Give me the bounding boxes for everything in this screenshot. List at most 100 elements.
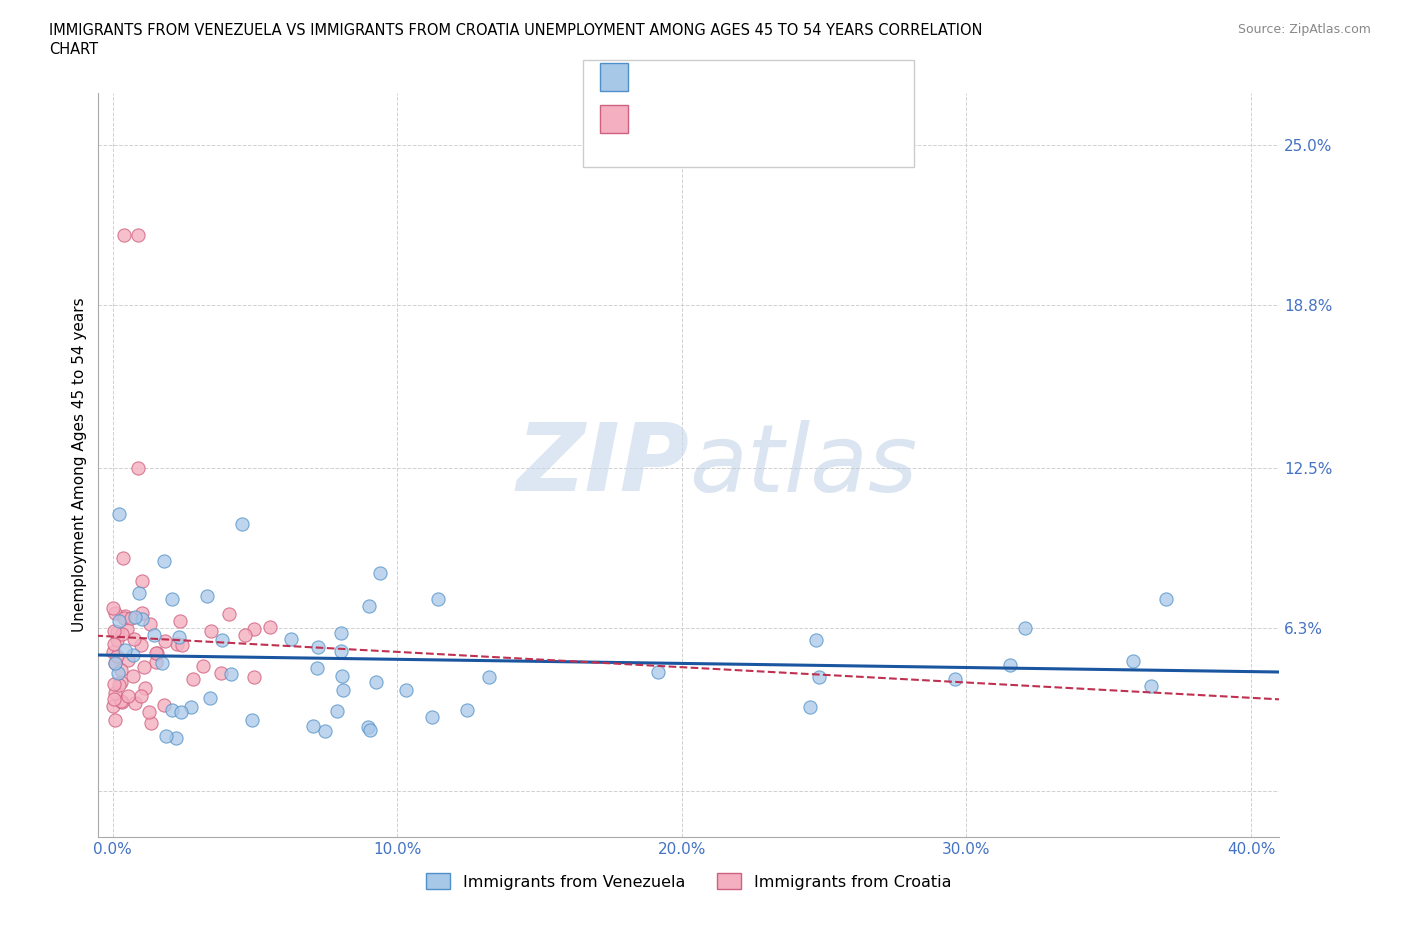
Point xyxy=(142,628,165,643)
Point xyxy=(101,600,124,615)
Point xyxy=(108,614,131,629)
Text: CHART: CHART xyxy=(49,42,98,57)
Text: ZIP: ZIP xyxy=(516,419,689,511)
Text: R = -0.161   N = 55: R = -0.161 N = 55 xyxy=(643,68,820,86)
Point xyxy=(107,665,129,680)
Point xyxy=(799,699,821,714)
Point xyxy=(326,703,349,718)
Point xyxy=(332,669,354,684)
Point xyxy=(103,692,125,707)
Point xyxy=(420,710,443,724)
Point xyxy=(364,675,387,690)
Point xyxy=(103,637,125,652)
Point xyxy=(807,670,830,684)
Point xyxy=(427,591,450,606)
Point xyxy=(166,636,188,651)
Point xyxy=(181,671,204,686)
Point xyxy=(134,681,156,696)
Point xyxy=(110,662,132,677)
Point xyxy=(131,574,153,589)
Point xyxy=(167,629,190,644)
Point xyxy=(314,723,336,737)
Point xyxy=(131,638,153,653)
Point xyxy=(456,702,478,717)
Point xyxy=(357,720,380,735)
Point xyxy=(193,659,215,674)
Point xyxy=(647,665,669,680)
Text: IMMIGRANTS FROM VENEZUELA VS IMMIGRANTS FROM CROATIA UNEMPLOYMENT AMONG AGES 45 : IMMIGRANTS FROM VENEZUELA VS IMMIGRANTS … xyxy=(49,23,983,38)
Point xyxy=(104,656,127,671)
Point xyxy=(103,624,125,639)
Text: atlas: atlas xyxy=(689,419,917,511)
Y-axis label: Unemployment Among Ages 45 to 54 years: Unemployment Among Ages 45 to 54 years xyxy=(72,298,87,632)
Point xyxy=(105,632,128,647)
Point xyxy=(150,656,173,671)
Point xyxy=(141,715,163,730)
Point xyxy=(105,649,128,664)
Point xyxy=(1122,654,1144,669)
Point xyxy=(242,621,264,636)
Point xyxy=(198,691,221,706)
Point xyxy=(122,669,145,684)
Point xyxy=(127,228,149,243)
Point xyxy=(145,655,167,670)
Point xyxy=(160,591,183,606)
Point xyxy=(124,696,146,711)
Point xyxy=(330,644,353,658)
Point xyxy=(1154,591,1177,606)
Point xyxy=(243,670,266,684)
Point xyxy=(218,606,240,621)
Legend: Immigrants from Venezuela, Immigrants from Croatia: Immigrants from Venezuela, Immigrants fr… xyxy=(420,867,957,896)
Point xyxy=(114,643,136,658)
Point xyxy=(138,704,160,719)
Point xyxy=(359,723,381,737)
Point xyxy=(219,667,242,682)
Point xyxy=(114,609,136,624)
Point xyxy=(131,605,153,620)
Point xyxy=(108,507,131,522)
Point xyxy=(111,551,134,565)
Point xyxy=(395,683,418,698)
Point xyxy=(122,648,145,663)
Point xyxy=(195,589,218,604)
Point xyxy=(165,730,187,745)
Point xyxy=(146,645,169,660)
Point xyxy=(110,693,132,708)
Point xyxy=(240,712,263,727)
Point xyxy=(200,623,222,638)
Point xyxy=(112,228,135,243)
Text: R = 0.294   N = 59: R = 0.294 N = 59 xyxy=(643,110,813,128)
Point xyxy=(101,698,124,713)
Point xyxy=(330,626,353,641)
Point xyxy=(129,689,152,704)
Point xyxy=(153,633,176,648)
Point xyxy=(169,614,191,629)
Point xyxy=(160,702,183,717)
Point xyxy=(280,631,302,646)
Point xyxy=(104,655,127,670)
Point xyxy=(103,677,125,692)
Point xyxy=(357,599,380,614)
Point xyxy=(117,652,139,667)
Point xyxy=(128,585,150,600)
Point xyxy=(211,633,233,648)
Point xyxy=(111,695,134,710)
Point xyxy=(153,554,176,569)
Point xyxy=(132,660,155,675)
Point xyxy=(478,670,501,684)
Point xyxy=(332,683,354,698)
Point xyxy=(368,565,391,580)
Point xyxy=(104,713,127,728)
Point xyxy=(307,639,329,654)
Point xyxy=(235,628,257,643)
Point xyxy=(115,621,138,636)
Point xyxy=(122,631,145,646)
Point xyxy=(155,729,177,744)
Point xyxy=(209,665,232,680)
Point xyxy=(307,660,329,675)
Point xyxy=(1014,621,1036,636)
Point xyxy=(127,460,149,475)
Text: Source: ZipAtlas.com: Source: ZipAtlas.com xyxy=(1237,23,1371,36)
Point xyxy=(120,611,142,626)
Point xyxy=(111,627,134,642)
